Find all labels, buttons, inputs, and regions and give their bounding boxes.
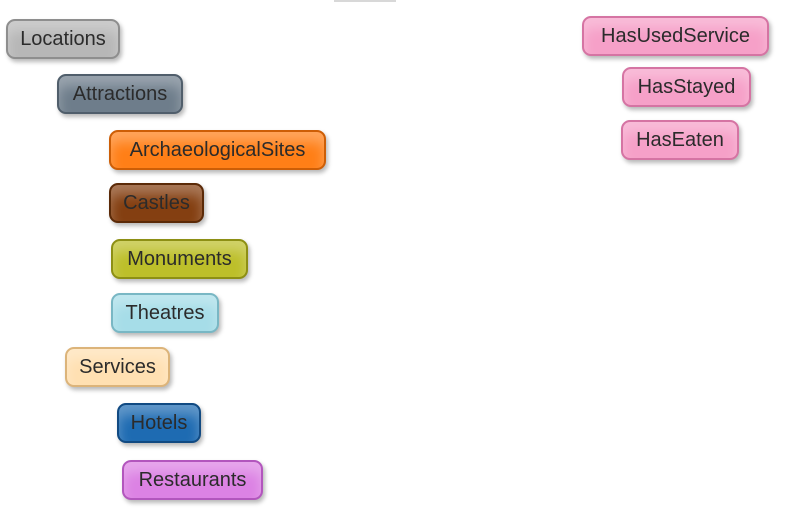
node-locations[interactable]: Locations (6, 19, 120, 59)
top-divider (334, 0, 396, 2)
property-has-eaten[interactable]: HasEaten (621, 120, 739, 160)
node-restaurants[interactable]: Restaurants (122, 460, 263, 500)
node-hotels[interactable]: Hotels (117, 403, 201, 443)
property-has-used-service[interactable]: HasUsedService (582, 16, 769, 56)
property-has-stayed[interactable]: HasStayed (622, 67, 751, 107)
node-monuments[interactable]: Monuments (111, 239, 248, 279)
node-attractions[interactable]: Attractions (57, 74, 183, 114)
node-archaeological-sites[interactable]: ArchaeologicalSites (109, 130, 326, 170)
node-castles[interactable]: Castles (109, 183, 204, 223)
node-theatres[interactable]: Theatres (111, 293, 219, 333)
node-services[interactable]: Services (65, 347, 170, 387)
